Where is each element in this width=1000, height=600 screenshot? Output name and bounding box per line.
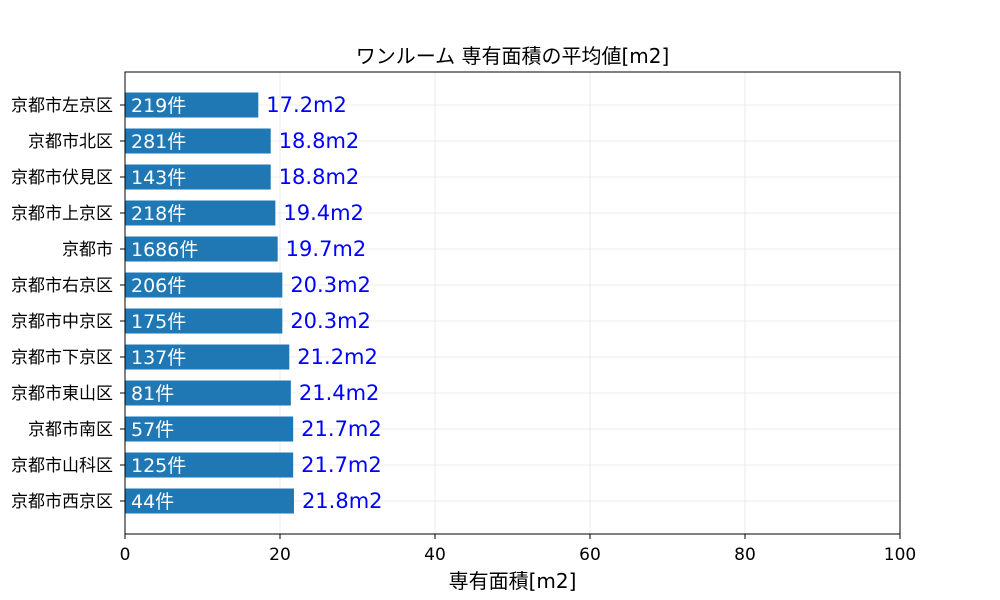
category-label: 京都市山科区 <box>11 456 113 476</box>
bar <box>125 308 283 334</box>
count-label: 206件 <box>131 275 186 297</box>
x-tick-label: 0 <box>120 545 131 565</box>
bar <box>125 164 271 190</box>
value-label: 21.2m2 <box>297 345 378 369</box>
count-label: 218件 <box>131 203 186 225</box>
x-tick-label: 40 <box>424 545 446 565</box>
x-tick-label: 20 <box>269 545 291 565</box>
labels: 0 20 40 60 80 100 京都市左京区 219件 17.2m2 京都市北区 281件 18.… <box>11 93 916 565</box>
value-label: 19.7m2 <box>286 237 367 261</box>
count-label: 44件 <box>131 491 174 513</box>
value-label: 20.3m2 <box>290 309 371 333</box>
category-label: 京都市東山区 <box>11 384 113 404</box>
bar <box>125 452 294 478</box>
value-label: 21.8m2 <box>302 489 383 513</box>
x-tick-label: 80 <box>734 545 756 565</box>
value-label: 21.7m2 <box>301 417 382 441</box>
bar <box>125 272 283 298</box>
value-label: 21.7m2 <box>301 453 382 477</box>
count-label: 137件 <box>131 347 186 369</box>
count-label: 125件 <box>131 455 186 477</box>
category-label: 京都市 <box>62 240 113 260</box>
category-label: 京都市西京区 <box>11 492 113 512</box>
plot-frame <box>124 71 901 535</box>
category-label: 京都市下京区 <box>11 348 113 368</box>
category-label: 京都市北区 <box>28 132 113 152</box>
count-label: 143件 <box>131 167 186 189</box>
value-label: 18.8m2 <box>279 129 360 153</box>
bar <box>125 236 278 262</box>
value-label: 18.8m2 <box>279 165 360 189</box>
count-label: 57件 <box>131 419 174 441</box>
category-label: 京都市南区 <box>28 420 113 440</box>
x-tick-label: 60 <box>579 545 601 565</box>
count-label: 1686件 <box>131 239 198 261</box>
category-label: 京都市右京区 <box>11 276 113 296</box>
value-label: 17.2m2 <box>266 93 347 117</box>
count-label: 175件 <box>131 311 186 333</box>
bar <box>125 200 276 226</box>
count-label: 281件 <box>131 131 186 153</box>
bar <box>125 344 290 370</box>
bar <box>125 488 294 514</box>
category-label: 京都市伏見区 <box>11 168 113 188</box>
value-label: 20.3m2 <box>290 273 371 297</box>
category-label: 京都市左京区 <box>11 96 113 116</box>
count-label: 219件 <box>131 95 186 117</box>
bar <box>125 128 271 154</box>
x-axis-label: 専有面積[m2] <box>449 569 577 593</box>
bar <box>125 416 294 442</box>
category-label: 京都市上京区 <box>11 204 113 224</box>
value-label: 19.4m2 <box>283 201 364 225</box>
x-tick-label: 100 <box>884 545 916 565</box>
bars <box>125 92 294 514</box>
category-label: 京都市中京区 <box>11 312 113 332</box>
count-label: 81件 <box>131 383 174 405</box>
chart-title: ワンルーム 専有面積の平均値[m2] <box>356 44 670 68</box>
value-label: 21.4m2 <box>299 381 380 405</box>
bar <box>125 380 291 406</box>
bar <box>125 92 259 118</box>
